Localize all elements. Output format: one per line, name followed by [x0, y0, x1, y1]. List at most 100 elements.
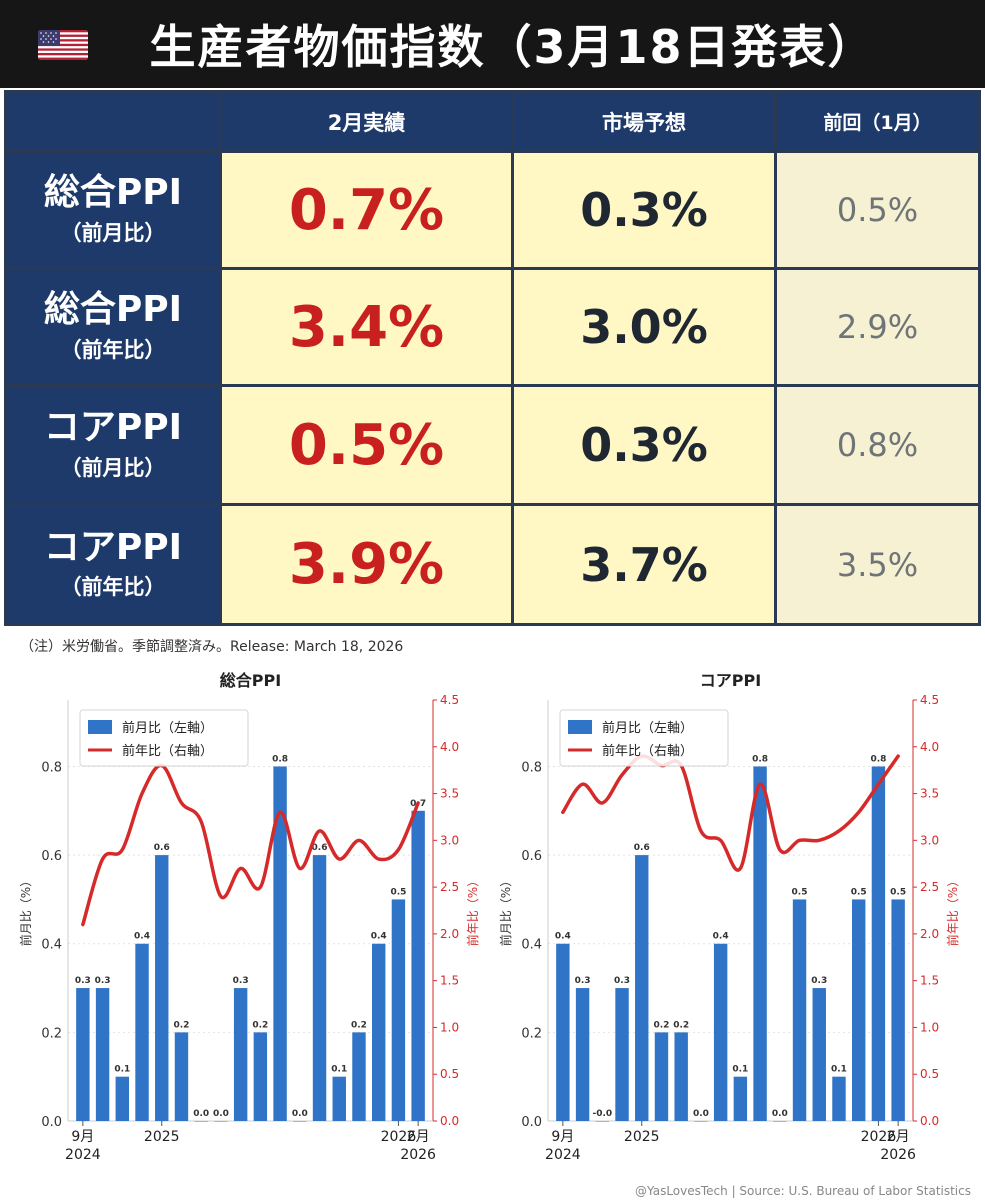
- bar: [214, 1121, 228, 1122]
- bar: [851, 899, 866, 1121]
- y2-tick-label: 2.0: [440, 927, 459, 941]
- bar-value-label: 0.0: [193, 1109, 209, 1119]
- bar: [753, 766, 767, 1121]
- legend-label: 前月比（左軸）: [602, 720, 693, 736]
- y2-tick-label: 0.5: [440, 1067, 459, 1081]
- x-tick-label: 2026: [381, 1129, 417, 1145]
- bar-value-label: 0.0: [693, 1109, 709, 1119]
- bar-value-label: 0.5: [390, 887, 406, 897]
- bar: [312, 855, 327, 1121]
- legend-box: [79, 709, 249, 767]
- bar-value-label: 0.1: [831, 1065, 847, 1075]
- previous-value: 0.8%: [777, 387, 978, 503]
- bar-value-label: 0.2: [653, 1020, 669, 1030]
- bar: [371, 943, 386, 1121]
- bar-value-label: 0.3: [811, 976, 827, 986]
- bar-value-label: 0.2: [351, 1020, 367, 1030]
- yoy-line: [81, 763, 420, 927]
- legend-label: 前年比（右軸）: [122, 743, 213, 759]
- bar-value-label: 0.3: [614, 976, 630, 986]
- legend-label: 前年比（右軸）: [602, 743, 693, 759]
- row-sublabel: （前月比）: [60, 455, 166, 480]
- bar-value-label: 0.0: [213, 1109, 229, 1119]
- bar: [832, 1076, 846, 1121]
- y2-tick-label: 4.5: [440, 693, 459, 707]
- y-tick-label: 0.6: [521, 849, 542, 864]
- y-tick-label: 0.8: [41, 760, 62, 775]
- bar: [674, 1032, 688, 1121]
- bar-value-label: 0.4: [371, 932, 387, 942]
- bar-value-label: 0.5: [890, 887, 906, 897]
- row-sublabel: （前年比）: [60, 575, 166, 600]
- row-label: 総合PPI: [43, 172, 183, 214]
- bar: [891, 899, 905, 1121]
- y2-tick-label: 4.5: [920, 693, 939, 707]
- chart-title: コアPPI: [700, 671, 761, 690]
- row-sublabel: （前月比）: [60, 220, 166, 245]
- x-tick-label: 2025: [624, 1129, 660, 1145]
- bar: [135, 943, 149, 1121]
- column-header-previous: 前回（1月）: [777, 93, 978, 150]
- bar-value-label: 0.4: [555, 932, 571, 942]
- y-tick-label: 0.2: [521, 1026, 542, 1041]
- x-tick-label: 2月: [407, 1129, 430, 1145]
- x-tick-sublabel: 2026: [400, 1147, 436, 1163]
- core-ppi-chart: 0.0 0.2 0.4 0.6 0.8 0.0 0.5 1.0 1.5 2.0 2.5 3.0 3.5 4…: [498, 671, 960, 1163]
- bar-value-label: 0.1: [331, 1065, 347, 1075]
- us-flag-icon: [38, 30, 88, 60]
- y2-axis-label: 前年比（%）: [945, 875, 960, 946]
- y2-tick-label: 3.0: [440, 833, 459, 847]
- bar-value-label: 0.6: [154, 843, 170, 853]
- bar: [253, 1032, 268, 1121]
- bar-value-label: 0.3: [575, 976, 591, 986]
- chart-title: 総合PPI: [220, 671, 281, 690]
- bar-value-label: 0.8: [870, 754, 886, 764]
- bar-value-label: 0.0: [772, 1109, 788, 1119]
- bar-value-label: 0.5: [792, 887, 808, 897]
- forecast-value: 0.3%: [514, 153, 774, 267]
- yoy-line: [561, 754, 900, 872]
- y2-tick-label: 1.0: [440, 1020, 459, 1034]
- bar-value-label: 0.8: [272, 754, 288, 764]
- actual-value: 0.7%: [222, 153, 511, 267]
- row-sublabel: （前年比）: [60, 337, 166, 362]
- ppi-summary-table: 2月実績 市場予想 前回（1月） 総合PPI （前月比） 0.7% 0.3% 0…: [4, 90, 981, 626]
- y2-tick-label: 3.0: [920, 833, 939, 847]
- row-header: コアPPI （前年比）: [7, 506, 219, 623]
- y2-tick-label: 4.0: [440, 740, 459, 754]
- y2-tick-label: 3.5: [440, 787, 459, 801]
- y2-axis-label: 前年比（%）: [465, 875, 480, 946]
- y2-tick-label: 0.0: [920, 1114, 939, 1128]
- y-tick-label: 0.2: [41, 1026, 62, 1041]
- headline-ppi-chart: 0.0 0.2 0.4 0.6 0.8 0.0 0.5 1.0 1.5 2.0 2.5 3.0 3.5 4…: [18, 671, 480, 1163]
- y-tick-label: 0.0: [521, 1115, 542, 1130]
- bar: [233, 988, 248, 1121]
- bar-value-label: 0.1: [732, 1065, 748, 1075]
- y-tick-label: 0.6: [41, 849, 62, 864]
- bar-value-label: 0.8: [752, 754, 768, 764]
- bar: [871, 766, 886, 1121]
- bar: [273, 766, 287, 1121]
- bar: [733, 1076, 748, 1121]
- footnote: （注）米労働省。季節調整済み。Release: March 18, 2026: [20, 639, 404, 655]
- y2-tick-label: 2.0: [920, 927, 939, 941]
- y2-tick-label: 2.5: [440, 880, 459, 894]
- x-tick-sublabel: 2024: [65, 1147, 101, 1163]
- row-label: コアPPI: [43, 407, 183, 449]
- bar-value-label: 0.3: [233, 976, 249, 986]
- row-header: 総合PPI （前年比）: [7, 270, 219, 384]
- x-tick-sublabel: 2024: [545, 1147, 581, 1163]
- source-credit: @YasLovesTech | Source: U.S. Bureau of L…: [635, 1184, 971, 1198]
- x-tick-label: 2026: [861, 1129, 897, 1145]
- table-corner: [7, 93, 219, 150]
- y2-tick-label: 1.5: [920, 974, 939, 988]
- page-title: 生産者物価指数（3月18日発表）: [149, 20, 876, 74]
- y-tick-label: 0.8: [521, 760, 542, 775]
- bar: [332, 1076, 346, 1121]
- row-label: 総合PPI: [43, 289, 183, 331]
- y-tick-label: 0.0: [41, 1115, 62, 1130]
- y2-tick-label: 2.5: [920, 880, 939, 894]
- x-tick-label: 2025: [144, 1129, 180, 1145]
- bar: [792, 899, 807, 1121]
- previous-value: 0.5%: [777, 153, 978, 267]
